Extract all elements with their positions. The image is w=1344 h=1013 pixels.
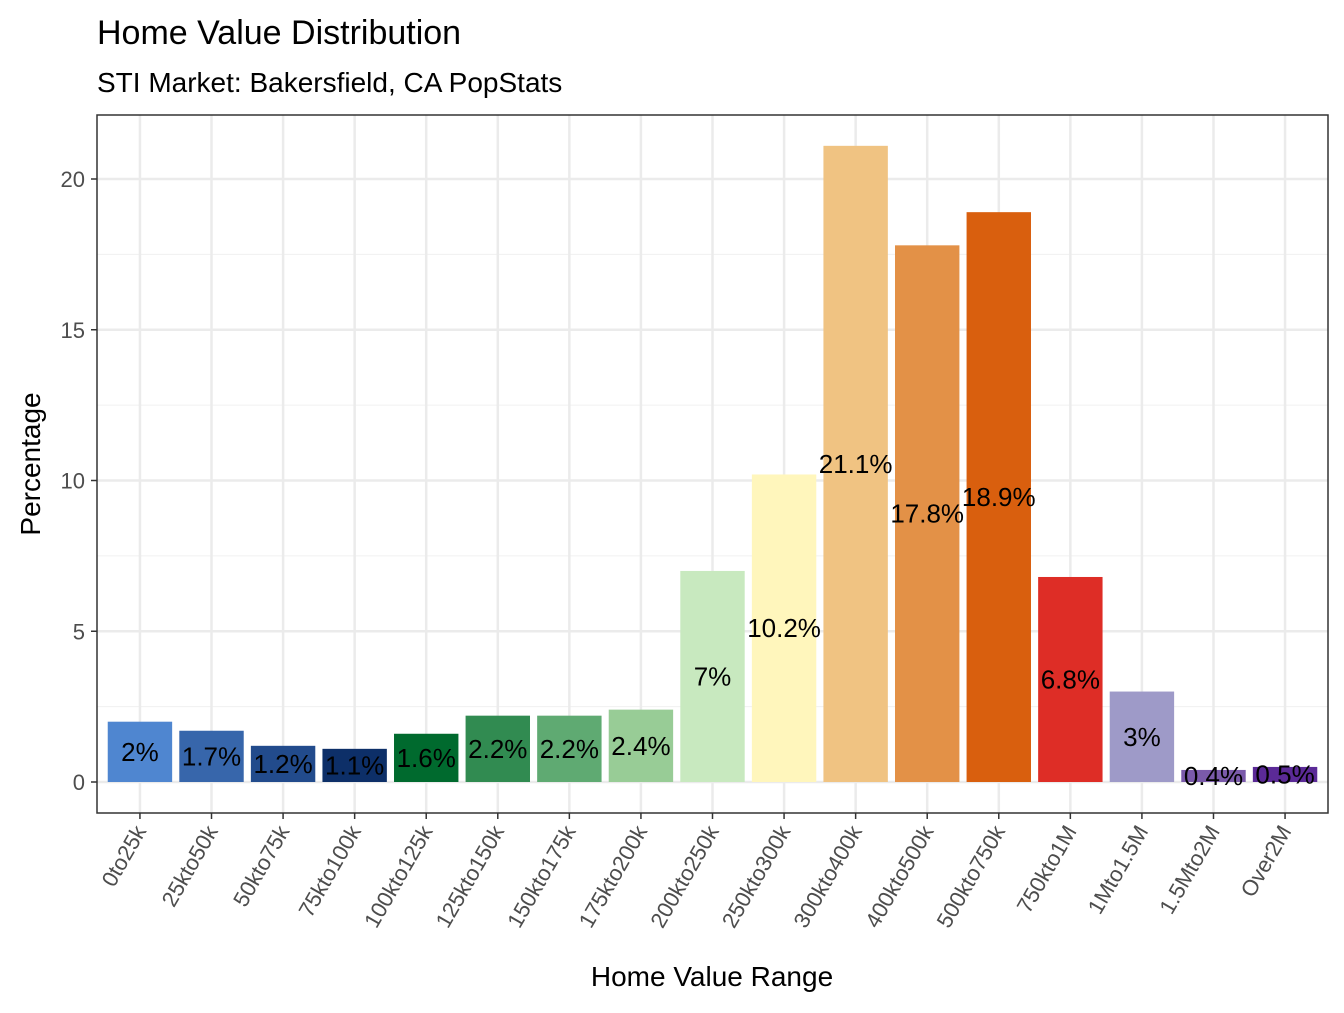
x-tick-label: 0to25k — [97, 820, 152, 891]
x-tick-label: 400kto500k — [860, 820, 939, 932]
bar-250kto300k — [751, 474, 817, 782]
x-tick-label: Over2M — [1236, 821, 1297, 901]
x-tick-label: 200kto250k — [645, 820, 724, 932]
bar-25kto50k — [179, 730, 244, 782]
y-tick-label: 15 — [61, 318, 85, 343]
data-labels: 2% 1.7% 1.2% 1.1% 1.6% 2.2% 2.2% 2.4% 7% 10.2% 21.… — [121, 449, 1315, 791]
bar-0to25k — [107, 721, 173, 782]
x-tick-label: 50kto75k — [228, 820, 295, 911]
bar-400kto500k — [895, 245, 960, 782]
data-label: 1.2% — [253, 749, 312, 779]
data-label: 2% — [121, 737, 159, 767]
data-label: 0.4% — [1184, 761, 1243, 791]
data-label: 7% — [694, 661, 732, 691]
data-label: 0.5% — [1255, 759, 1314, 789]
bar-100kto125k — [394, 733, 459, 782]
bar-75kto100k — [322, 748, 387, 782]
data-label: 2.2% — [540, 734, 599, 764]
bar-50kto75k — [250, 745, 316, 782]
bar-1.5Mto2M — [1181, 769, 1246, 782]
x-tick-label: 150kto175k — [502, 820, 581, 932]
bar-300kto400k — [823, 145, 888, 782]
x-tick-label: 25kto50k — [157, 820, 224, 911]
x-tick-label: 750kto1M — [1012, 821, 1082, 917]
data-label: 21.1% — [819, 449, 893, 479]
x-tick-label: 500kto750k — [932, 820, 1011, 932]
x-tick-label: 175kto200k — [574, 820, 653, 932]
chart-subtitle: STI Market: Bakersfield, CA PopStats — [97, 67, 562, 98]
y-tick-label: 10 — [61, 469, 85, 494]
bars — [107, 145, 1318, 783]
y-axis-title: Percentage — [15, 392, 46, 535]
bar-150kto175k — [537, 715, 602, 782]
x-tick-label: 100kto125k — [359, 820, 438, 932]
data-label: 2.4% — [611, 731, 670, 761]
data-label: 2.2% — [468, 734, 527, 764]
bar-500kto750k — [966, 212, 1031, 783]
bar-200kto250k — [680, 570, 745, 782]
bar-125kto150k — [465, 715, 530, 782]
data-label: 10.2% — [747, 613, 821, 643]
data-label: 1.7% — [182, 741, 241, 771]
y-axis: 0 5 10 15 20 — [61, 167, 97, 795]
x-tick-label: 75kto100k — [294, 820, 367, 921]
y-tick-label: 0 — [73, 770, 85, 795]
data-label: 1.1% — [325, 750, 384, 780]
bar-175kto200k — [608, 709, 674, 782]
x-axis: 0to25k 25kto50k 50kto75k 75kto100k100kto125… — [97, 813, 1297, 932]
bar-1Mto1.5M — [1109, 691, 1175, 782]
data-label: 1.6% — [397, 743, 456, 773]
bar-Over2M — [1252, 766, 1318, 782]
bar-750kto1M — [1038, 576, 1103, 782]
x-tick-label: 1.5Mto2M — [1154, 821, 1225, 918]
x-tick-label: 250kto300k — [717, 820, 796, 932]
x-tick-label: 1Mto1.5M — [1083, 821, 1154, 918]
chart-title: Home Value Distribution — [97, 14, 461, 52]
y-tick-label: 5 — [73, 619, 85, 644]
data-label: 18.9% — [962, 482, 1036, 512]
data-label: 6.8% — [1041, 664, 1100, 694]
data-label: 17.8% — [890, 499, 964, 529]
data-label: 3% — [1123, 722, 1161, 752]
y-tick-label: 20 — [61, 167, 85, 192]
x-tick-label: 125kto150k — [431, 820, 510, 932]
x-tick-label: 300kto400k — [788, 820, 867, 932]
x-axis-title: Home Value Range — [591, 961, 833, 992]
